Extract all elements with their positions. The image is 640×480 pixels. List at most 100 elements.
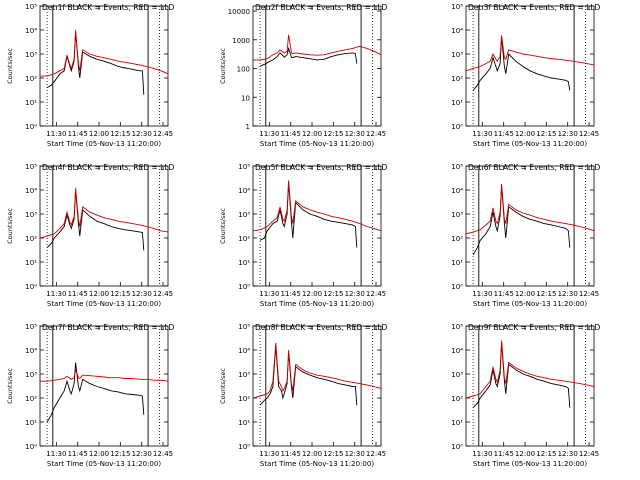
y-tick-label: 10⁰: [25, 283, 37, 291]
y-tick-label: 10⁰: [238, 443, 250, 451]
y-axis-label: Counts/sec: [219, 208, 227, 244]
plot-frame: [252, 165, 382, 287]
x-tick-label: 12:30: [558, 290, 578, 298]
chart-title: Det 4f BLACK = Events, RED = LLD: [42, 163, 175, 172]
x-tick-label: 12:45: [366, 290, 386, 298]
y-tick-label: 10⁰: [451, 123, 463, 131]
x-tick-label: 12:30: [558, 130, 578, 138]
y-tick-label: 10¹: [25, 259, 37, 267]
series-line-lld: [253, 180, 381, 232]
y-tick-label: 10²: [25, 235, 37, 243]
plot-frame: [252, 5, 382, 127]
x-axis-label: Start Time (05-Nov-13 11:20:00): [473, 300, 587, 308]
y-tick-label: 10¹: [25, 419, 37, 427]
x-tick-label: 11:30: [259, 450, 279, 458]
x-tick-label: 12:00: [515, 290, 535, 298]
y-tick-label: 10¹: [451, 259, 463, 267]
y-tick-label: 10⁵: [451, 163, 463, 171]
x-tick-label: 11:30: [259, 130, 279, 138]
x-tick-label: 11:45: [281, 450, 301, 458]
chart-title: Det 2f BLACK = Events, RED = LLD: [255, 3, 388, 12]
x-tick-label: 11:30: [472, 130, 492, 138]
y-tick-label: 1000: [232, 37, 250, 45]
x-tick-label: 12:00: [89, 130, 109, 138]
x-tick-label: 12:45: [579, 130, 599, 138]
series-line-events: [472, 37, 571, 91]
series-line-lld: [253, 34, 381, 61]
x-tick-label: 12:45: [366, 130, 386, 138]
x-tick-label: 12:15: [536, 290, 556, 298]
y-tick-label: 10⁴: [451, 27, 463, 35]
x-tick-label: 12:45: [153, 450, 173, 458]
y-tick-label: 10⁰: [451, 283, 463, 291]
y-tick-label: 10²: [238, 395, 250, 403]
x-tick-label: 11:45: [68, 130, 88, 138]
plot-frame: [39, 165, 169, 287]
y-tick-label: 10⁴: [238, 187, 250, 195]
x-tick-label: 12:15: [536, 450, 556, 458]
y-tick-label: 10³: [25, 211, 37, 219]
x-tick-label: 11:45: [68, 290, 88, 298]
y-tick-label: 10⁰: [25, 123, 37, 131]
x-axis-label: Start Time (05-Nov-13 11:20:00): [473, 140, 587, 148]
x-tick-label: 12:30: [345, 290, 365, 298]
y-tick-label: 10¹: [25, 99, 37, 107]
y-tick-label: 10¹: [238, 419, 250, 427]
x-tick-label: 12:15: [110, 130, 130, 138]
x-tick-label: 11:30: [472, 290, 492, 298]
x-tick-label: 12:45: [153, 290, 173, 298]
y-tick-label: 10³: [25, 371, 37, 379]
series-line-events: [46, 32, 145, 95]
y-tick-label: 10³: [451, 211, 463, 219]
x-tick-label: 12:30: [132, 130, 152, 138]
x-tick-label: 12:30: [132, 290, 152, 298]
series-line-events: [259, 182, 358, 248]
x-tick-label: 12:15: [110, 290, 130, 298]
x-axis-label: Start Time (05-Nov-13 11:20:00): [260, 140, 374, 148]
chart-title: Det 7f BLACK = Events, RED = LLD: [42, 323, 175, 332]
y-tick-label: 10²: [451, 395, 463, 403]
x-axis-label: Start Time (05-Nov-13 11:20:00): [260, 300, 374, 308]
detector-chart: 1 10 100 1000 10000 11:30 11:45 12:00 12:15 12:30…: [219, 3, 388, 148]
series-line-lld: [40, 368, 168, 382]
y-tick-label: 10⁴: [451, 187, 463, 195]
x-tick-label: 11:30: [46, 450, 66, 458]
y-axis-label: Counts/sec: [6, 208, 14, 244]
y-tick-label: 1: [246, 123, 250, 131]
x-tick-label: 12:15: [536, 130, 556, 138]
series-line-lld: [466, 340, 594, 399]
y-tick-label: 10⁴: [25, 347, 37, 355]
y-tick-label: 10³: [451, 51, 463, 59]
x-tick-label: 12:30: [345, 450, 365, 458]
x-tick-label: 11:30: [46, 130, 66, 138]
y-tick-label: 10⁵: [25, 323, 37, 331]
x-axis-label: Start Time (05-Nov-13 11:20:00): [47, 460, 161, 468]
series-line-events: [46, 362, 145, 423]
x-tick-label: 11:30: [259, 290, 279, 298]
series-line-lld: [40, 188, 168, 239]
y-tick-label: 10²: [25, 395, 37, 403]
x-tick-label: 11:45: [281, 130, 301, 138]
x-tick-label: 12:00: [302, 450, 322, 458]
plot-frame: [465, 325, 595, 447]
y-tick-label: 10⁵: [25, 3, 37, 11]
plot-frame: [39, 5, 169, 127]
x-tick-label: 12:45: [153, 130, 173, 138]
y-tick-label: 10²: [238, 235, 250, 243]
x-tick-label: 12:00: [515, 450, 535, 458]
x-tick-label: 11:45: [281, 290, 301, 298]
x-tick-label: 12:00: [302, 130, 322, 138]
y-axis-label: Counts/sec: [219, 48, 227, 84]
series-line-events: [46, 189, 145, 251]
chart-title: Det 9f BLACK = Events, RED = LLD: [468, 323, 601, 332]
chart-title: Det 5f BLACK = Events, RED = LLD: [255, 163, 388, 172]
x-axis-label: Start Time (05-Nov-13 11:20:00): [473, 460, 587, 468]
y-tick-label: 10⁴: [25, 27, 37, 35]
x-tick-label: 12:15: [110, 450, 130, 458]
